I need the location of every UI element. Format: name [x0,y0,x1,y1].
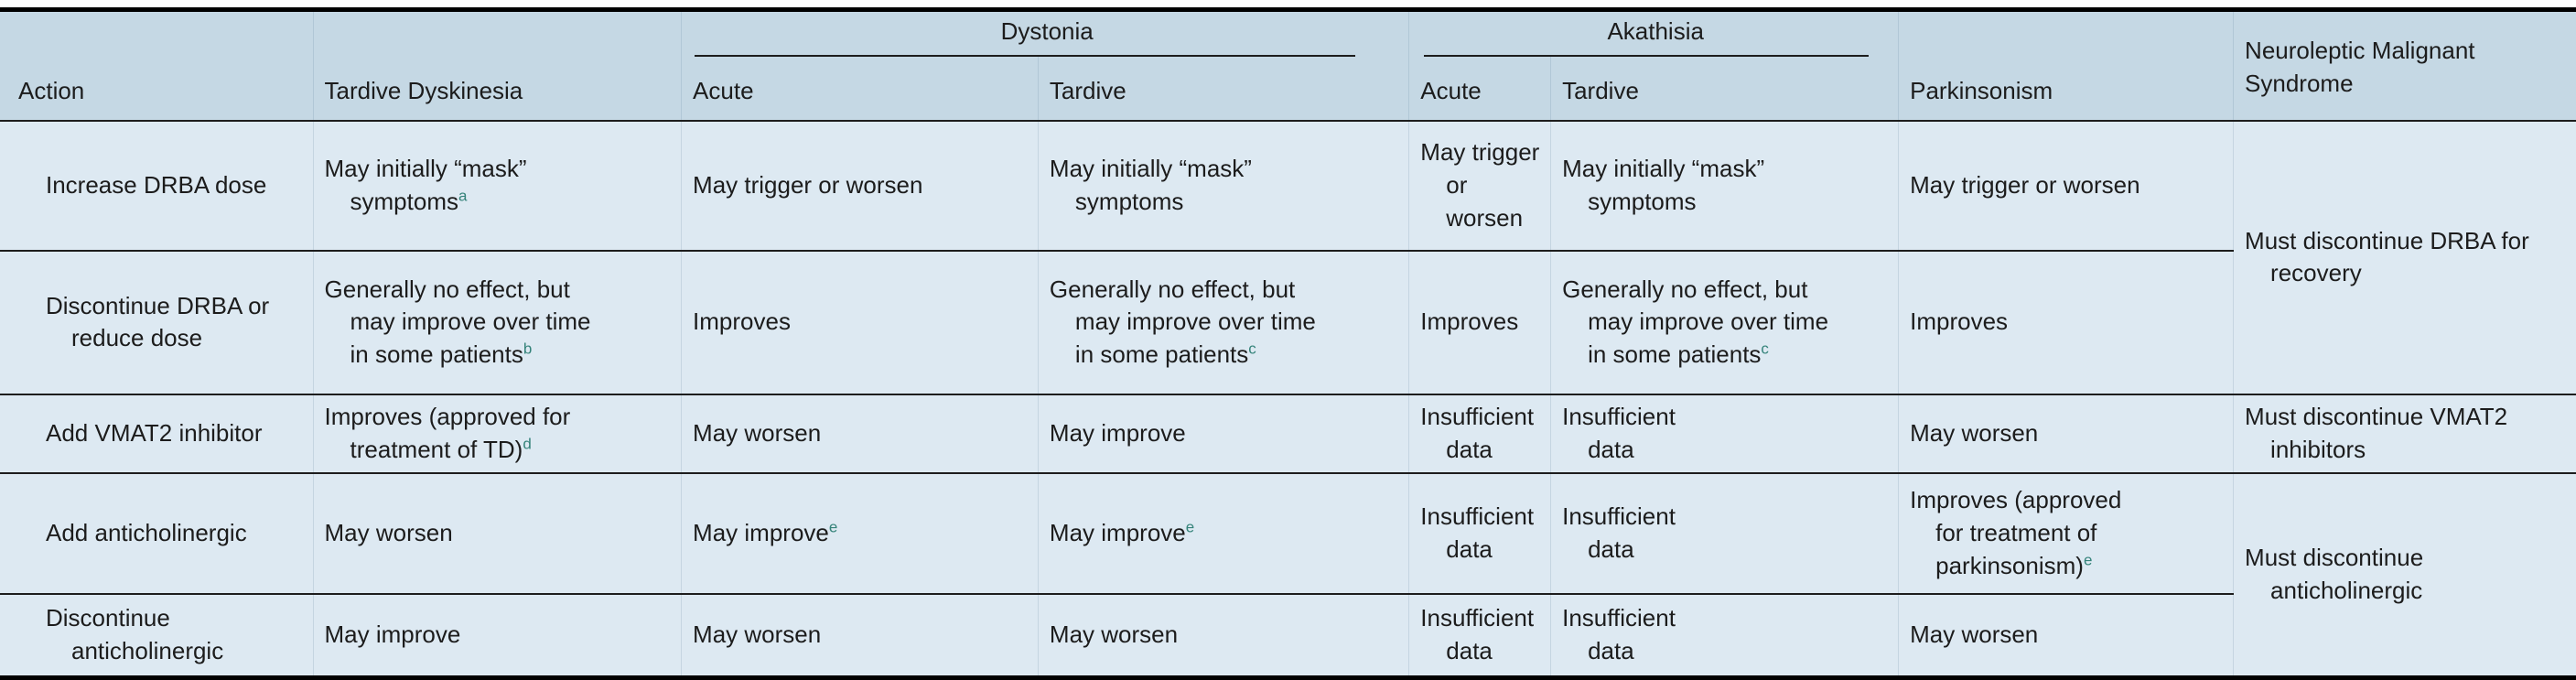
table-cell-dystonia-acute: Improves [681,249,1039,394]
group-label: Akathisia [1607,17,1704,45]
footnote-marker: b [523,340,533,358]
table-cell-parkinsonism: May worsen [1898,592,2234,678]
footnote-marker: c [1248,340,1256,358]
group-label: Dystonia [1000,17,1094,45]
drba-adverse-effects-table: Dystonia Akathisia Neuroleptic Malignant… [0,7,2576,680]
table-cell-dystonia-acute: May worsen [681,592,1039,678]
table-cell-akathisia-tardive: Insufficient data [1550,393,1899,473]
table-cell-parkinsonism: May trigger or worsen [1898,119,2234,251]
table-cell-akathisia-acute: Insufficient data [1408,592,1551,678]
table-cell-dystonia-tardive: May improve [1037,393,1409,473]
table-cell-nms-spanning: Must discontinue anticholinergic [2233,471,2576,678]
table-cell-akathisia-acute: Insufficient data [1408,393,1551,473]
group-header-dystonia: Dystonia [681,9,1409,57]
table-cell-parkinsonism: May worsen [1898,393,2234,473]
table-cell-dystonia-acute: May trigger or worsen [681,119,1039,251]
header-spacer-parkinsonism [1898,9,2234,57]
footnote-marker: e [2083,550,2093,568]
table-cell-akathisia-tardive: May initially “mask” symptoms [1550,119,1899,251]
table-cell-akathisia-tardive: Insufficient data [1550,592,1899,678]
table-cell-action: Discontinue anticholinergic [0,592,314,678]
group-underline [1424,54,1870,57]
table-cell-tardive-dyskinesia: May improve [312,592,682,678]
group-header-akathisia: Akathisia [1408,9,1899,57]
table-cell-action: Add anticholinergic [0,471,314,594]
column-header-akathisia-acute: Acute [1408,56,1551,121]
table-row-increase-drba-dose: Increase DRBA dose May initially “mask” … [0,119,2576,394]
footnote-marker: e [1185,518,1195,536]
footnote-marker: d [523,435,532,453]
column-header-tardive-dyskinesia: Tardive Dyskinesia [312,56,682,121]
table-cell-action: Add VMAT2 inhibitor [0,393,314,473]
column-header-dystonia-tardive: Tardive [1037,56,1409,121]
table-cell-tardive-dyskinesia: Generally no effect, but may improve ove… [312,249,682,394]
column-header-action: Action [0,56,314,121]
table-cell-nms-spanning: Must discontinue DRBA for recovery [2233,119,2576,394]
table-body: Increase DRBA dose May initially “mask” … [0,119,2576,678]
table-cell-akathisia-acute: May trigger or worsen [1408,119,1551,251]
table-cell-tardive-dyskinesia: May worsen [312,471,682,594]
footnote-marker: e [828,518,838,536]
column-header-row: Action Tardive Dyskinesia Acute Tardive … [0,56,2576,121]
table-row-add-anticholinergic: Add anticholinergic May worsen May impro… [0,471,2576,678]
table-cell-action: Discontinue DRBA or reduce dose [0,249,314,394]
column-header-dystonia-acute: Acute [681,56,1039,121]
table-cell-akathisia-tardive: Generally no effect, but may improve ove… [1550,249,1899,394]
table-row-discontinue-drba-or-reduce-dose: Discontinue DRBA or reduce dose Generall… [0,249,2576,394]
table-cell-akathisia-acute: Insufficient data [1408,471,1551,594]
header-spacer-action [0,9,314,57]
table-cell-parkinsonism: Improves (approved for treatment of park… [1898,471,2234,594]
table-cell-dystonia-tardive: May initially “mask” symptoms [1037,119,1409,251]
table-cell-dystonia-tardive: May improvee [1037,471,1409,594]
table-cell-dystonia-acute: May improvee [681,471,1039,594]
table-cell-parkinsonism: Improves [1898,249,2234,394]
group-underline [695,54,1356,57]
table-cell-tardive-dyskinesia: May initially “mask” symptomsa [312,119,682,251]
table-cell-akathisia-acute: Improves [1408,249,1551,394]
group-header-row: Dystonia Akathisia Neuroleptic Malignant… [0,9,2576,121]
table-cell-action: Increase DRBA dose [0,119,314,251]
table-cell-nms: Must discontinue VMAT2 inhibitors [2233,393,2576,473]
table-row-add-vmat2-inhibitor: Add VMAT2 inhibitor Improves (approved f… [0,393,2576,473]
table-cell-akathisia-tardive: Insufficient data [1550,471,1899,594]
column-header-neuroleptic-malignant-syndrome: Neuroleptic Malignant Syndrome [2233,9,2576,121]
table-cell-dystonia-tardive: Generally no effect, but may improve ove… [1037,249,1409,394]
column-header-akathisia-tardive: Tardive [1550,56,1899,121]
table-cell-dystonia-acute: May worsen [681,393,1039,473]
footnote-marker: c [1761,340,1769,358]
table-header: Dystonia Akathisia Neuroleptic Malignant… [0,9,2576,121]
column-header-parkinsonism: Parkinsonism [1898,56,2234,121]
footnote-marker: a [458,187,468,205]
table-row-discontinue-anticholinergic: Discontinue anticholinergic May improve … [0,592,2576,678]
table-cell-tardive-dyskinesia: Improves (approved for treatment of TD)d [312,393,682,473]
header-spacer-tardive-dyskinesia [312,9,682,57]
table-cell-dystonia-tardive: May worsen [1037,592,1409,678]
